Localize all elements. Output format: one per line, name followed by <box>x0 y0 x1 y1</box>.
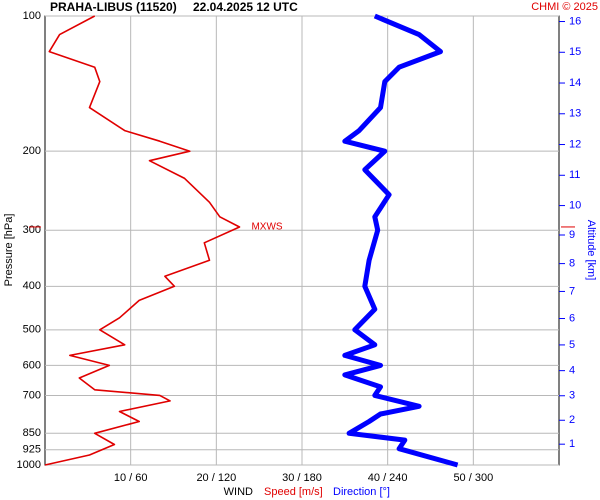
speed-line <box>44 15 241 466</box>
y2-tick-label: 8 <box>569 258 575 270</box>
x-tick-label: 20 / 120 <box>196 472 236 484</box>
y2-axis-label: Altitude [km] <box>585 220 597 281</box>
y2-tick-label: 6 <box>569 312 575 324</box>
y-tick-label: 700 <box>23 389 41 401</box>
y-tick-label: 600 <box>23 359 41 371</box>
y-axis-label: Pressure [hPa] <box>3 214 15 287</box>
y2-tick-label: 15 <box>569 46 581 58</box>
datetime: 22.04.2025 12 UTC <box>193 0 298 14</box>
y-tick-label: 1000 <box>17 459 41 471</box>
y2-tick-label: 4 <box>569 365 575 377</box>
y-tick-label: 100 <box>23 10 41 22</box>
y-tick-label: 200 <box>23 145 41 157</box>
y2-tick-label: 3 <box>569 390 575 402</box>
y2-tick-label: 16 <box>569 15 581 27</box>
y2-tick-label: 11 <box>569 169 580 181</box>
y2-tick-label: 13 <box>569 108 581 120</box>
annotation: MXWS <box>251 222 282 233</box>
y2-tick-label: 12 <box>569 138 581 150</box>
x-tick-label: 50 / 300 <box>453 472 493 484</box>
y-tick-label: 500 <box>23 324 41 336</box>
y-tick-label: 400 <box>23 280 41 292</box>
legend-direction: Direction [°] <box>333 486 390 498</box>
y2-tick-label: 9 <box>569 229 575 241</box>
y2-tick-label: 2 <box>569 414 575 426</box>
y2-tick-label: 7 <box>569 285 575 297</box>
y-tick-label: 850 <box>23 427 41 439</box>
y-tick-label: 300 <box>23 224 41 236</box>
station: PRAHA-LIBUS (11520) <box>50 0 177 14</box>
y2-tick-label: 10 <box>569 199 581 211</box>
x-axis-label: WIND <box>224 486 253 498</box>
y-tick-label: 925 <box>23 444 41 456</box>
y2-tick-label: 5 <box>569 339 575 351</box>
x-tick-label: 10 / 60 <box>114 472 148 484</box>
x-tick-label: 40 / 240 <box>368 472 408 484</box>
credit: CHMI © 2025 <box>531 1 598 13</box>
legend-speed: Speed [m/s] <box>264 486 323 498</box>
y2-tick-label: 14 <box>569 77 581 89</box>
x-tick-label: 30 / 180 <box>282 472 322 484</box>
direction-line <box>342 13 459 468</box>
y2-tick-label: 1 <box>569 438 575 450</box>
